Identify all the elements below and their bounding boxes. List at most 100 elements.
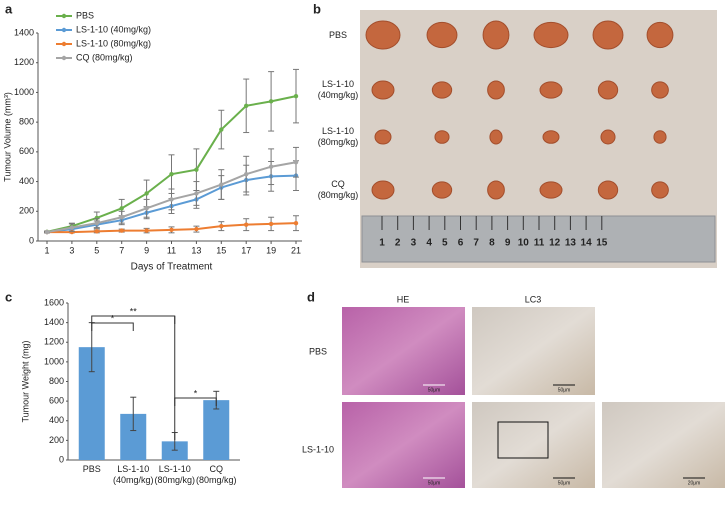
point <box>244 222 249 227</box>
tumour <box>651 81 669 99</box>
tumour <box>434 130 450 144</box>
significance-bracket <box>174 397 217 406</box>
significance-label: ** <box>130 306 138 316</box>
point <box>244 171 249 177</box>
scale-bar-label: 50μm <box>428 387 441 393</box>
ruler-number: 2 <box>395 238 401 249</box>
scale-bar-label: 20μm <box>688 480 701 486</box>
ruler-number: 15 <box>596 238 608 249</box>
row-label: LS-1-10 (80mg/kg) <box>317 126 359 147</box>
point <box>119 228 124 233</box>
x-tick-label: 15 <box>216 245 226 255</box>
x-tick-label: CQ (80mg/kg) <box>195 464 237 485</box>
panel-letter: a <box>5 1 13 16</box>
bar <box>203 400 230 460</box>
y-tick-label: 1000 <box>14 87 34 97</box>
tumour <box>653 130 667 144</box>
point <box>244 103 249 109</box>
point <box>293 93 299 99</box>
tumour <box>374 129 392 145</box>
x-tick-label: 11 <box>167 245 176 255</box>
legend-label: LS-1-10 (40mg/kg) <box>76 24 151 34</box>
tumour <box>371 80 395 100</box>
row-label: CQ (80mg/kg) <box>317 179 359 200</box>
y-tick-label: 600 <box>49 396 64 406</box>
y-tick-label: 0 <box>59 454 64 464</box>
tumour <box>597 80 619 100</box>
point <box>144 191 149 196</box>
x-tick-label: 7 <box>119 245 124 255</box>
x-tick-label: PBS <box>82 464 101 474</box>
y-tick-label: 800 <box>19 117 34 127</box>
point <box>169 227 174 233</box>
tumour <box>489 129 503 145</box>
ruler-number: 7 <box>473 238 479 249</box>
tumour <box>539 81 563 99</box>
x-tick-label: 13 <box>191 245 201 255</box>
y-tick-label: 1400 <box>44 317 64 327</box>
point <box>219 127 224 132</box>
tumour <box>487 180 505 200</box>
point <box>144 228 149 233</box>
x-tick-label: 3 <box>69 245 74 255</box>
row-label: LS-1-10 (40mg/kg) <box>317 79 359 100</box>
y-tick-label: 200 <box>49 435 64 445</box>
y-tick-label: 1400 <box>14 27 34 37</box>
point <box>293 160 299 165</box>
tumour <box>431 181 453 199</box>
ruler-number: 11 <box>534 238 545 249</box>
legend-label: PBS <box>76 10 94 20</box>
row-label: PBS <box>328 30 347 40</box>
legend-marker <box>61 13 67 19</box>
y-tick-label: 0 <box>29 235 34 245</box>
panel-letter: b <box>313 1 321 16</box>
point <box>219 182 224 187</box>
ruler-number: 4 <box>426 238 432 249</box>
tumour <box>426 21 458 49</box>
significance-bracket <box>91 322 134 331</box>
point <box>194 167 199 172</box>
y-tick-label: 600 <box>19 146 34 156</box>
ruler-number: 6 <box>458 238 464 249</box>
scale-bar-label: 50μm <box>428 480 441 486</box>
x-tick-label: 17 <box>241 245 251 255</box>
point <box>94 229 100 234</box>
legend-marker <box>61 41 67 47</box>
ruler-number: 3 <box>411 238 417 249</box>
tumour <box>365 20 401 50</box>
point <box>194 226 199 232</box>
tumour <box>431 81 453 99</box>
x-tick-label: 1 <box>44 245 49 255</box>
significance-label: * <box>111 313 115 323</box>
tumour <box>646 21 674 49</box>
tumour <box>542 130 560 144</box>
tumour <box>651 181 669 199</box>
column-label: HE <box>397 294 410 304</box>
column-label: LC3 <box>525 294 542 304</box>
point <box>219 223 224 229</box>
y-tick-label: 800 <box>49 376 64 386</box>
tumour <box>539 181 563 199</box>
y-tick-label: 1200 <box>14 57 34 67</box>
x-tick-label: 9 <box>144 245 149 255</box>
x-tick-label: 5 <box>94 245 99 255</box>
y-tick-label: 1200 <box>44 337 64 347</box>
scale-bar-label: 50μm <box>558 480 571 486</box>
tumour <box>533 21 569 49</box>
lc3-image <box>472 307 595 395</box>
ruler-number: 1 <box>379 238 385 249</box>
ruler-number: 8 <box>489 238 495 249</box>
row-label: PBS <box>309 346 327 356</box>
y-tick-label: 400 <box>49 415 64 425</box>
y-axis-label: Tumour Weight (mg) <box>20 340 30 422</box>
x-tick-label: 19 <box>266 245 276 255</box>
x-tick-label: LS-1-10 (40mg/kg) <box>112 464 154 485</box>
tumour <box>592 20 624 50</box>
lc3-image <box>472 402 595 488</box>
significance-label: * <box>194 388 198 398</box>
point <box>94 220 100 226</box>
he-image <box>342 402 465 488</box>
x-axis-label: Days of Treatment <box>131 262 213 273</box>
